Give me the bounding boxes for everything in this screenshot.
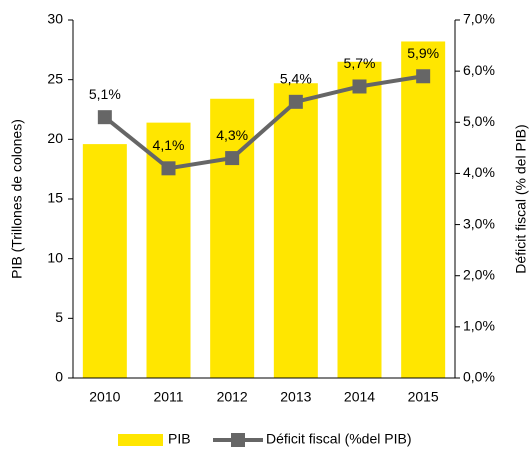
y2-tick-label: 1,0% — [463, 318, 495, 334]
y2-axis-label: Déficit fiscal (% del PIB) — [513, 124, 529, 273]
bar — [337, 61, 382, 379]
y-axis-label: PIB (Trillones de colones) — [9, 119, 25, 279]
y2-tick-label: 6,0% — [463, 62, 495, 78]
line-marker — [161, 161, 176, 176]
legend-marker — [231, 433, 245, 447]
y-tick-label: 25 — [47, 70, 63, 86]
y-tick-label: 15 — [47, 190, 63, 206]
legend-label: Déficit fiscal (%del PIB) — [266, 431, 411, 447]
legend-swatch — [118, 434, 163, 446]
y-tick-label: 5 — [55, 309, 63, 325]
x-tick-label: 2012 — [217, 389, 248, 405]
x-tick-label: 2010 — [89, 389, 120, 405]
bar — [146, 122, 191, 378]
y2-tick-label: 5,0% — [463, 113, 495, 129]
bar — [82, 144, 127, 378]
x-tick-label: 2011 — [153, 389, 183, 405]
y2-tick-label: 3,0% — [463, 215, 495, 231]
y2-tick-label: 7,0% — [463, 11, 495, 27]
y-tick-label: 0 — [55, 369, 63, 385]
y2-tick-label: 2,0% — [463, 266, 495, 282]
bar — [401, 41, 446, 378]
y-tick-label: 10 — [47, 249, 63, 265]
line-marker — [97, 110, 112, 125]
y-tick-label: 20 — [47, 130, 63, 146]
line-marker — [352, 79, 367, 94]
legend-label: PIB — [168, 431, 191, 447]
data-label: 5,7% — [344, 55, 376, 71]
y2-tick-label: 0,0% — [463, 369, 495, 385]
line-marker — [416, 69, 431, 84]
y2-tick-label: 4,0% — [463, 164, 495, 180]
line — [103, 74, 424, 171]
data-label: 4,3% — [216, 127, 248, 143]
bar — [273, 83, 318, 378]
x-tick-label: 2015 — [408, 389, 439, 405]
y-tick-label: 30 — [47, 11, 63, 27]
line-marker — [288, 94, 303, 109]
data-label: 5,4% — [280, 71, 312, 87]
x-tick-label: 2013 — [280, 389, 311, 405]
data-label: 5,1% — [89, 86, 121, 102]
data-label: 5,9% — [407, 45, 439, 61]
line-marker — [225, 151, 240, 166]
x-tick-label: 2014 — [344, 389, 375, 405]
data-label: 4,1% — [153, 137, 185, 153]
